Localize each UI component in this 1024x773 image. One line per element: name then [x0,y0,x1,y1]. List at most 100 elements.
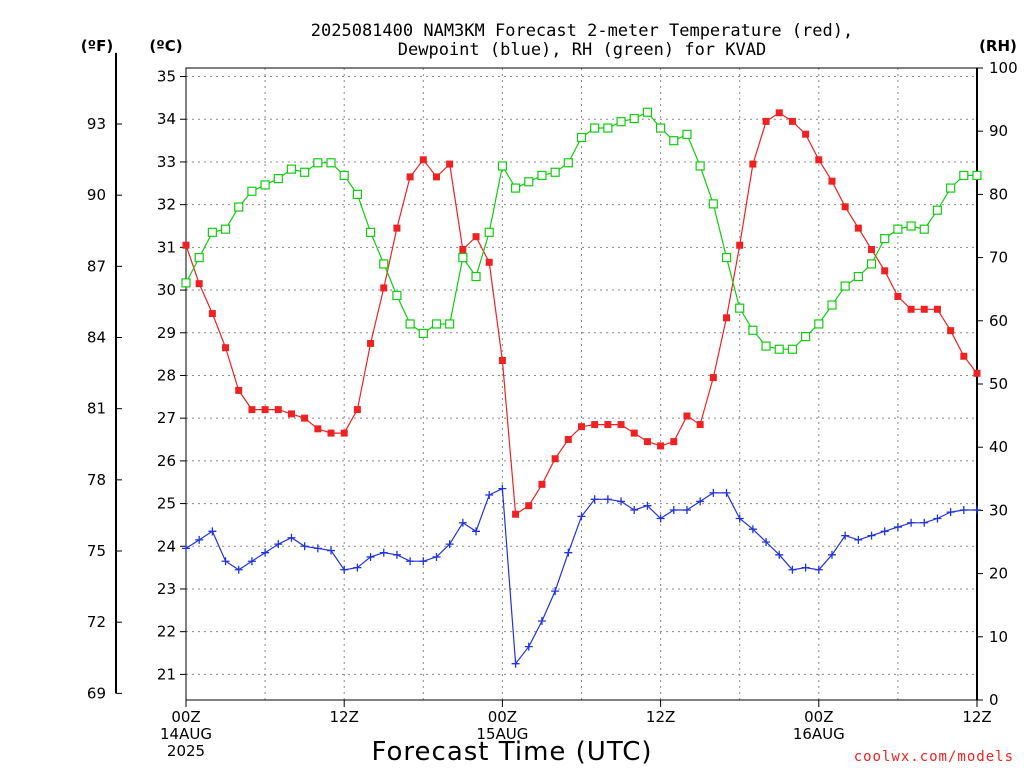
rh-point [919,224,929,234]
dewpoint-point [867,531,876,540]
2-meter-temperature-point [683,412,691,420]
2-meter-temperature-point [854,224,862,232]
dewpoint-point [195,535,204,544]
celsius-tick-label: 34 [157,110,176,128]
rh-point [840,281,850,291]
2-meter-temperature-point [261,406,269,414]
2-meter-temperature-point [406,173,414,181]
rh-tick-label: 100 [989,59,1018,77]
dewpoint-point [300,542,309,551]
2-meter-temperature-point [340,429,348,437]
2-meter-temperature-point [788,117,796,125]
rh-tick-label: 0 [989,691,999,709]
dewpoint-point [788,565,797,574]
2-meter-temperature-point [723,314,731,322]
2-meter-temperature-point [446,160,454,168]
x-axis-title: Forecast Time (UTC) [371,737,652,767]
x-tick-label: 12Z [330,708,359,726]
chart-title: 2025081400 NAM3KM Forecast 2-meter Tempe… [311,21,853,41]
celsius-tick-label: 30 [157,281,176,299]
2-meter-temperature-point [696,421,704,429]
2-meter-temperature-point [564,436,572,444]
2-meter-temperature-point [868,245,876,253]
dewpoint-point [392,550,401,559]
dewpoint-point [696,497,705,506]
x-tick-label: 00Z [488,708,517,726]
fahrenheit-tick-label: 87 [87,257,106,275]
dewpoint-point [893,523,902,532]
2-meter-temperature-point [498,357,506,365]
rh-point [866,259,877,269]
rh-point [445,319,455,329]
2-meter-temperature-point [775,109,783,117]
2-meter-temperature-point [222,344,230,352]
2-meter-temperature-point [630,429,638,437]
rh-point [616,117,626,127]
chart-subtitle: Dewpoint (blue), RH (green) for KVAD [398,40,766,60]
rh-point [590,123,600,133]
x-tick-label: 00Z [171,708,200,726]
rh-point [603,123,613,133]
rh-point [880,234,890,244]
2-meter-temperature-point [591,421,599,429]
rh-point [721,253,732,263]
2-meter-temperature-point [815,156,823,164]
2-meter-temperature-point [274,406,282,414]
rh-point [669,136,679,146]
rh-tick-label: 90 [989,122,1008,140]
axes-layer: 21 22 23 24 25 26 27 28 29 30 31 32 33 34 35 69 72 75 78 81… [87,52,1018,760]
rh-point [853,271,863,282]
dewpoint-point [327,546,336,555]
dewpoint-point [946,508,955,517]
rh-point [484,227,494,237]
rh-tick-label: 10 [989,628,1008,646]
grid-layer [186,68,977,700]
rh-point [431,319,442,329]
dewpoint-point [643,501,652,510]
x-tick-label: 12Z [962,708,991,726]
dewpoint-point [208,527,217,536]
2-meter-temperature-point [762,117,770,125]
rh-point [972,170,982,181]
celsius-unit-label: (ºC) [149,37,182,55]
2-meter-temperature-point [920,305,928,313]
rh-point [458,253,468,263]
rh-point [814,319,824,329]
fahrenheit-tick-label: 69 [87,684,106,702]
rh-point [906,221,916,231]
2-meter-temperature-point [670,438,678,446]
fahrenheit-tick-label: 84 [87,329,106,347]
x-tick-date-label: 14AUG [160,725,212,743]
dewpoint-point [353,563,362,572]
dewpoint-point [880,527,889,536]
x-tick-label: 00Z [804,708,833,726]
rh-point [655,123,666,133]
dewpoint-point [313,544,322,553]
2-meter-temperature-point [828,177,836,185]
2-meter-temperature-point [749,160,757,168]
dewpoint-point [340,565,349,574]
2-meter-temperature-point [551,455,559,463]
2-meter-temperature-point [525,502,533,510]
dewpoint-point [630,505,639,514]
2-meter-temperature-point [314,425,322,433]
dewpoint-point [854,535,863,544]
rh-point [405,319,415,329]
2-meter-temperature-point [933,305,941,313]
2-meter-temperature-point [367,339,375,347]
dewpoint-point [722,488,731,497]
dewpoint-point [274,540,283,549]
dewpoint-point [287,533,296,542]
rh-point [352,189,362,199]
celsius-tick-label: 31 [157,238,176,256]
fahrenheit-tick-label: 78 [87,471,106,489]
2-meter-temperature-point [907,305,915,313]
2-meter-temperature-point [643,438,651,446]
2-meter-temperature-point [709,374,717,382]
rh-point [695,161,705,171]
x-tick-date-label: 2025 [167,742,205,760]
2-meter-temperature-point [841,203,849,211]
2-meter-temperature-point [973,369,981,377]
2-meter-temperature-point [881,267,889,275]
